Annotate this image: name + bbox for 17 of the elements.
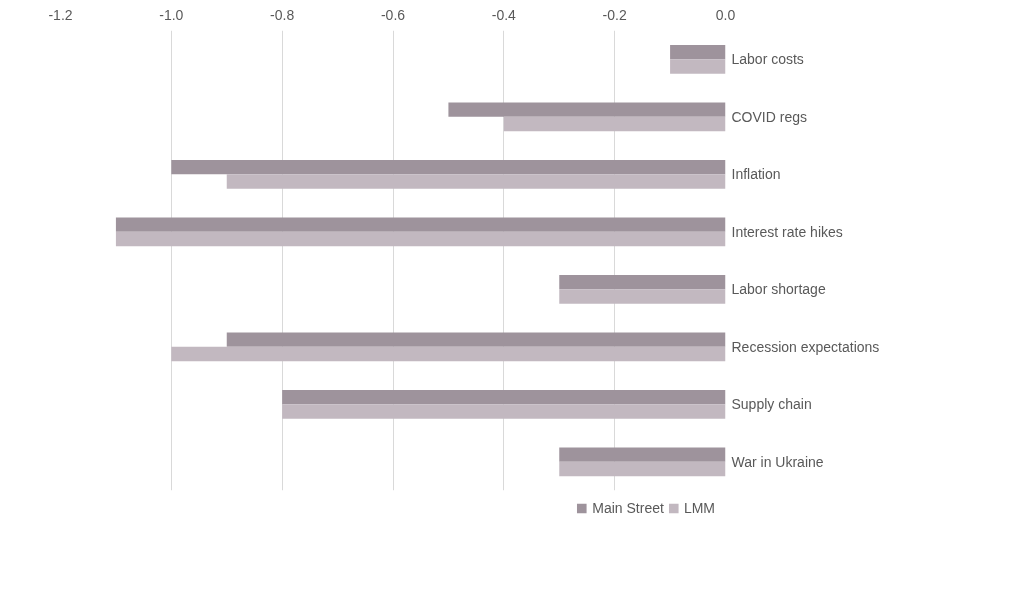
x-tick-label: -1.2 (48, 6, 73, 23)
y-tick-label: Labor shortage (731, 281, 826, 298)
legend-label: Main Street (592, 500, 664, 516)
x-tick-label: -0.2 (602, 6, 627, 23)
x-tick-label: 0.0 (715, 6, 736, 23)
x-tick-label: -0.8 (270, 6, 295, 23)
y-tick-label: War in Ukraine (731, 453, 824, 470)
x-tick-label: -0.6 (380, 6, 406, 23)
y-tick-label: Recession expectations (731, 338, 880, 355)
y-tick-label: Inflation (731, 166, 781, 183)
x-tick-label: -0.4 (491, 6, 517, 23)
legend-label: LMM (683, 500, 715, 516)
x-tick-label: -1.0 (159, 6, 184, 23)
y-tick-label: Interest rate hikes (731, 223, 843, 240)
y-tick-label: COVID regs (731, 108, 807, 125)
y-tick-label: Labor costs (731, 51, 804, 68)
y-tick-label: Supply chain (731, 396, 812, 413)
